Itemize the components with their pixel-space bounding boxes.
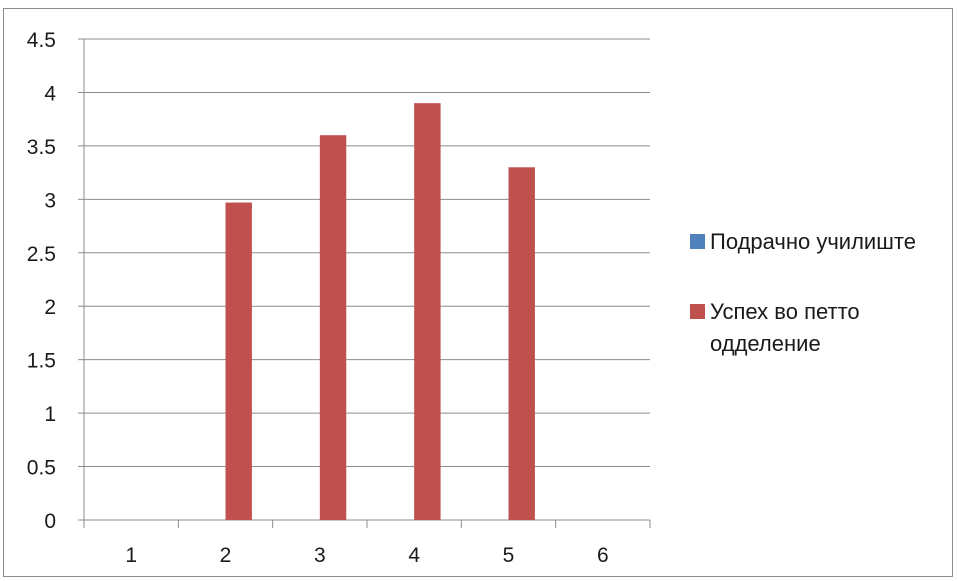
y-tick-label: 1 <box>44 403 56 426</box>
legend-item-success: Успех во петто одделение <box>690 296 952 360</box>
x-tick-label: 4 <box>408 544 420 567</box>
legend-label-school: Подрачно училиште <box>710 229 916 254</box>
legend: Подрачно училиште Успех во петто одделен… <box>690 226 952 398</box>
x-tick-label: 3 <box>314 544 326 567</box>
x-tick-label: 5 <box>503 544 515 567</box>
legend-swatch-school <box>690 234 705 249</box>
bar-success-3 <box>319 135 347 520</box>
gridlines <box>84 38 650 468</box>
y-tick-label: 0.5 <box>27 457 56 480</box>
legend-item-school: Подрачно училиште <box>690 226 952 258</box>
legend-label-success: Успех во петто одделение <box>710 299 860 356</box>
bars <box>225 103 535 521</box>
bar-success-4 <box>414 103 441 520</box>
y-tick-label: 2.5 <box>27 243 56 266</box>
y-tick-label: 2 <box>44 296 56 319</box>
x-tick-labels: 1 2 3 4 5 6 <box>125 544 608 567</box>
x-tick-label: 6 <box>597 544 609 567</box>
y-tick-label: 0 <box>44 510 56 533</box>
bar-success-5 <box>508 167 535 520</box>
y-tick-label: 1.5 <box>27 350 56 373</box>
y-tick-label: 4 <box>44 82 56 105</box>
y-tick-label: 3.5 <box>27 136 56 159</box>
bar-success-2 <box>225 202 252 521</box>
axes <box>78 38 651 528</box>
y-tick-label: 3 <box>44 189 56 212</box>
y-tick-label: 4.5 <box>27 29 56 52</box>
x-tick-label: 2 <box>220 544 232 567</box>
x-tick-label: 1 <box>125 544 137 567</box>
chart-frame <box>3 8 953 577</box>
legend-swatch-success <box>690 304 705 319</box>
y-tick-labels: 0 0.5 1 1.5 2 2.5 3 3.5 4 4.5 <box>27 29 57 533</box>
